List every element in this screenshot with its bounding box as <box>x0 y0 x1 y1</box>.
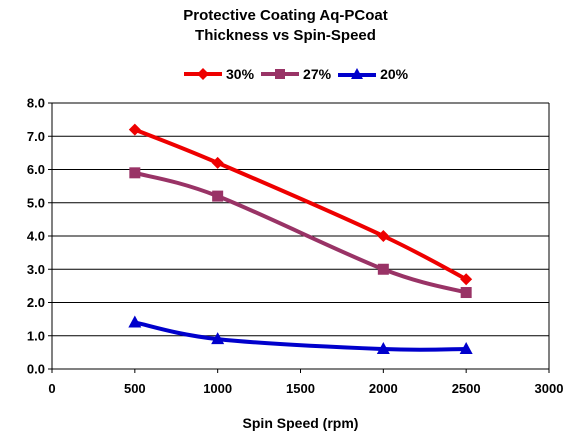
series-line-0 <box>132 127 469 282</box>
data-point-marker <box>376 342 390 355</box>
data-point-marker <box>377 230 390 242</box>
data-point-marker <box>211 156 224 169</box>
data-point-marker <box>459 342 473 355</box>
y-tick-label: 7.0 <box>27 129 45 144</box>
legend-item-27: 27% <box>260 66 331 82</box>
y-tick-label: 5.0 <box>27 195 45 210</box>
data-point-marker <box>212 190 224 202</box>
legend-swatch-triangle-icon <box>338 68 377 79</box>
data-point-marker <box>129 167 141 179</box>
legend-swatch-diamond-icon <box>184 68 222 80</box>
x-tick-label: 2500 <box>452 381 481 396</box>
legend-item-20: 20% <box>337 66 408 82</box>
y-tick-label: 8.0 <box>27 96 45 111</box>
y-tick-label: 2.0 <box>27 295 45 310</box>
x-tick-label: 3000 <box>535 381 564 396</box>
y-tick-label: 1.0 <box>27 328 45 343</box>
x-tick-label: 500 <box>124 381 146 396</box>
x-tick-label: 1500 <box>286 381 315 396</box>
x-axis-label: Spin Speed (rpm) <box>243 415 359 431</box>
chart-subtitle: Thickness vs Spin-Speed <box>195 27 376 44</box>
chart-title: Protective Coating Aq-PCoat <box>183 7 388 24</box>
legend-item-30: 30% <box>183 66 254 82</box>
series-line-1 <box>132 170 469 295</box>
y-tick-label: 6.0 <box>27 162 45 177</box>
x-tick-label: 0 <box>48 381 55 396</box>
data-point-marker <box>128 123 141 136</box>
x-tick-label: 1000 <box>203 381 232 396</box>
legend: 30% 27% 20% <box>183 66 412 82</box>
legend-label-30: 30% <box>226 66 255 82</box>
series-line-2 <box>132 320 469 352</box>
legend-label-20: 20% <box>380 66 409 82</box>
x-tick-label: 2000 <box>369 381 398 396</box>
legend-label-27: 27% <box>303 66 332 82</box>
data-point-marker <box>460 287 472 299</box>
data-point-marker <box>377 263 389 275</box>
data-point-marker <box>128 315 142 328</box>
data-point-marker <box>211 332 225 345</box>
y-tick-label: 4.0 <box>27 229 45 244</box>
legend-swatch-square-icon <box>261 69 300 79</box>
y-tick-label: 3.0 <box>27 262 45 277</box>
y-tick-label: 0.0 <box>27 362 45 377</box>
data-point-marker <box>460 273 473 286</box>
